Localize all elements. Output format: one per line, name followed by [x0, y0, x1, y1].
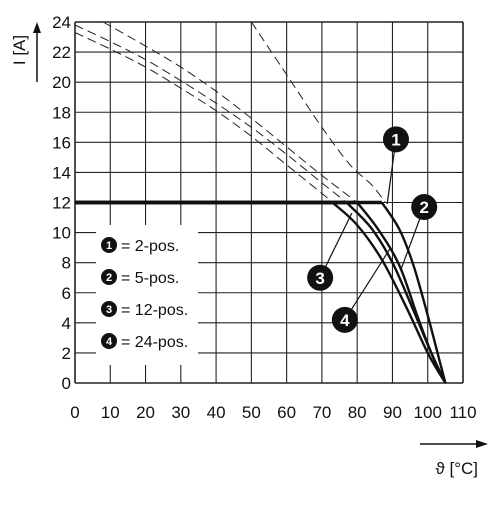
curves [74, 21, 447, 384]
callout-badge-1 [382, 126, 409, 153]
x-tick-label: 40 [207, 403, 226, 422]
y-tick-label: 0 [62, 374, 71, 393]
y-tick-label: 24 [52, 13, 71, 32]
x-tick-label: 30 [171, 403, 190, 422]
legend-badge-2 [101, 269, 117, 285]
legend-label-2: = 5-pos. [121, 270, 179, 287]
legend-badge-3-number: 3 [106, 304, 112, 316]
legend-badge-4-number: 4 [106, 336, 113, 348]
callout-badge-3-number: 3 [315, 269, 324, 288]
callout-badge-2-number: 2 [419, 198, 428, 217]
series-dashed-1 [250, 21, 386, 203]
x-tick-label: 20 [136, 403, 155, 422]
callout-badge-4-number: 4 [340, 311, 350, 330]
series-line-4 [331, 201, 447, 384]
x-tick-label: 0 [70, 403, 79, 422]
x-tick-label: 10 [101, 403, 120, 422]
callout-badge-2 [411, 194, 438, 221]
x-tick-label: 90 [383, 403, 402, 422]
callout-leader-4 [344, 247, 392, 321]
y-tick-label: 10 [52, 224, 71, 243]
y-tick-label: 18 [52, 103, 71, 122]
x-tick-label: 80 [348, 403, 367, 422]
series-line-3 [345, 201, 447, 384]
legend-label-3: = 12-pos. [121, 302, 188, 319]
y-tick-label: 4 [62, 314, 71, 333]
x-axis-arrowhead [476, 440, 488, 448]
callout-badge-4 [331, 306, 358, 333]
tick-labels: 0 10 20 30 40 50 60 70 80 90 100 110024681012141618… [52, 13, 476, 422]
y-tick-label: 6 [62, 284, 71, 303]
callouts: 1 2 3 4 [307, 126, 438, 333]
legend-label-4: = 24-pos. [121, 334, 188, 351]
y-axis-label: I [A] [10, 35, 29, 65]
grid [74, 21, 464, 384]
x-tick-label: 50 [242, 403, 261, 422]
legend-label-1: = 2-pos. [121, 238, 179, 255]
x-tick-label: 60 [277, 403, 296, 422]
series-dashed-4 [74, 32, 333, 203]
x-tick-label: 100 [414, 403, 442, 422]
y-tick-label: 22 [52, 43, 71, 62]
legend: 1 = 2-pos. 2 = 5-pos. 3 = 12-pos. 4 = 24-pos. [96, 225, 198, 365]
y-tick-label: 16 [52, 133, 71, 152]
axes: I [A] ϑ [°C] [10, 22, 488, 478]
x-tick-label: 110 [449, 403, 476, 422]
y-tick-label: 12 [52, 194, 71, 213]
y-tick-label: 2 [62, 344, 71, 363]
series-line-1 [380, 201, 447, 384]
callout-badge-1-number: 1 [391, 130, 400, 149]
y-tick-label: 20 [52, 73, 71, 92]
y-tick-label: 14 [52, 163, 71, 182]
legend-badge-4 [101, 333, 117, 349]
legend-badge-2-number: 2 [106, 272, 112, 284]
legend-badge-1-number: 1 [106, 240, 112, 252]
y-tick-label: 8 [62, 254, 71, 273]
x-tick-label: 70 [312, 403, 331, 422]
callout-badge-3 [307, 264, 334, 291]
series-dashed-2 [102, 21, 358, 203]
legend-badge-3 [101, 301, 117, 317]
legend-badge-1 [101, 237, 117, 253]
series-dashed-3 [74, 24, 347, 203]
x-axis-label: ϑ [°C] [435, 459, 478, 478]
y-axis-arrowhead [33, 22, 41, 33]
